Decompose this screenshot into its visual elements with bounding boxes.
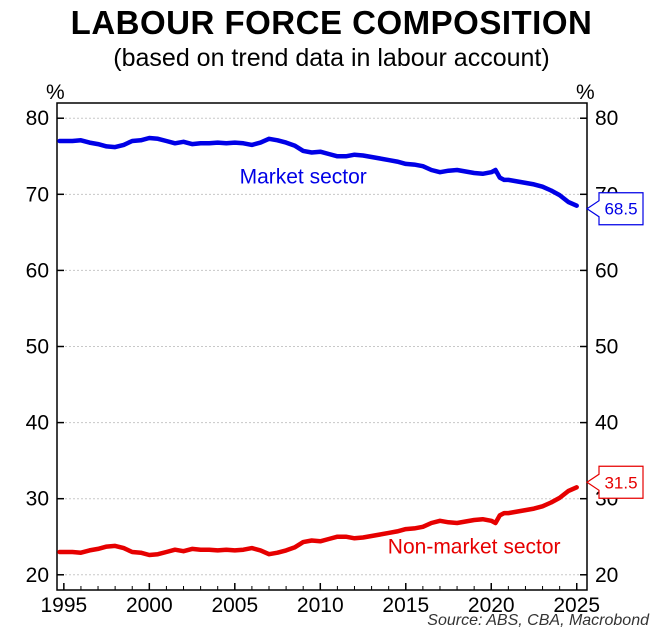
y-unit-right: % — [576, 81, 595, 104]
chart-subtitle: (based on trend data in labour account) — [113, 44, 550, 72]
end-value-labels: 68.5 31.5 — [585, 192, 644, 499]
series-label: Non-market sector — [388, 535, 561, 558]
series-line-market — [57, 135, 579, 208]
y-tick-label-right: 20 — [595, 564, 618, 587]
x-tick-label: 2000 — [126, 594, 173, 617]
series-label: Market sector — [240, 166, 367, 189]
end-value-callout — [585, 192, 644, 226]
source-note: Source: ABS, CBA, Macrobond — [427, 612, 649, 629]
end-value-label: 31.5 — [604, 473, 637, 492]
x-tick-label: 2010 — [297, 594, 344, 617]
x-tick-label: 1995 — [40, 594, 87, 617]
y-tick-label-left: 20 — [26, 564, 49, 587]
y-tick-label-left: 40 — [26, 412, 49, 435]
x-tick-label: 2025 — [553, 594, 600, 617]
chart-title: LABOUR FORCE COMPOSITION — [70, 4, 593, 41]
series-line-non-market — [57, 485, 579, 558]
x-tick-label: 2005 — [211, 594, 258, 617]
end-value-label: 68.5 — [604, 200, 637, 219]
y-unit-left: % — [46, 81, 65, 104]
gridlines — [57, 117, 587, 576]
series-labels: Market sector Non-market sector — [240, 166, 561, 559]
series-lines — [57, 135, 579, 558]
end-value-callout — [585, 465, 644, 499]
y-tick-label-right: 80 — [595, 107, 618, 130]
x-tick-label: 2020 — [468, 594, 515, 617]
y-tick-label-left: 30 — [26, 488, 49, 511]
y-tick-label-right: 40 — [595, 412, 618, 435]
y-tick-label-left: 60 — [26, 259, 49, 282]
y-tick-label-right: 60 — [595, 259, 618, 282]
x-tick-label: 2015 — [382, 594, 429, 617]
y-tick-label-left: 50 — [26, 336, 49, 359]
y-tick-label-right: 50 — [595, 336, 618, 359]
y-tick-label-left: 70 — [26, 183, 49, 206]
y-tick-label-left: 80 — [26, 107, 49, 130]
